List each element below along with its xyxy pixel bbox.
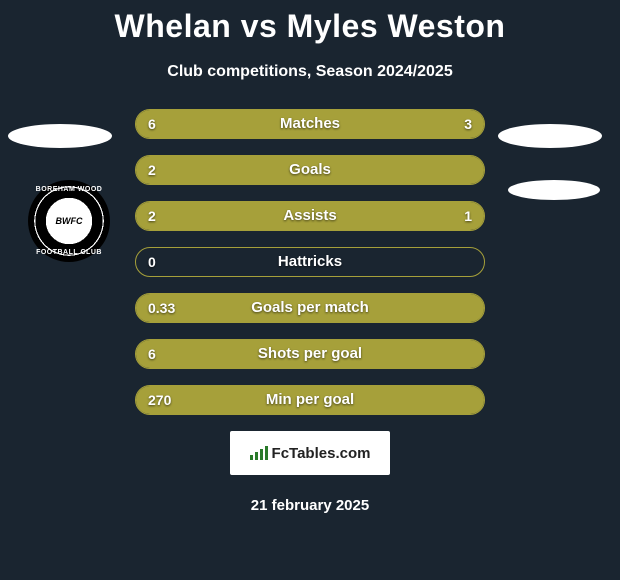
club-crest-left: BOREHAM WOOD BWFC FOOTBALL CLUB (28, 180, 110, 262)
stat-row: 0Hattricks (135, 247, 485, 277)
crest-center-text: BWFC (53, 205, 85, 237)
stat-label: Matches (136, 110, 484, 138)
player-placeholder-right (498, 124, 602, 148)
crest-top-text: BOREHAM WOOD (28, 186, 110, 193)
stat-row: 270Min per goal (135, 385, 485, 415)
stat-row: 6Shots per goal (135, 339, 485, 369)
stat-row: 2Goals (135, 155, 485, 185)
stat-label: Goals (136, 156, 484, 184)
stat-label: Hattricks (136, 248, 484, 276)
crest-bottom-text: FOOTBALL CLUB (28, 249, 110, 256)
stat-row: 63Matches (135, 109, 485, 139)
stat-label: Assists (136, 202, 484, 230)
stat-label: Shots per goal (136, 340, 484, 368)
player-placeholder-right (508, 180, 600, 200)
page-title: Whelan vs Myles Weston (0, 0, 620, 45)
stat-label: Min per goal (136, 386, 484, 414)
player-placeholder-left (8, 124, 112, 148)
stat-row: 21Assists (135, 201, 485, 231)
subtitle: Club competitions, Season 2024/2025 (0, 63, 620, 81)
comparison-bars: 63Matches 2Goals 21Assists 0Hattricks 0.33Go… (135, 109, 485, 415)
stat-label: Goals per match (136, 294, 484, 322)
bar-chart-icon (250, 446, 268, 460)
fctables-logo: FcTables.com (230, 431, 390, 475)
logo-text: FcTables.com (272, 445, 371, 462)
footer-date: 21 february 2025 (0, 497, 620, 514)
stat-row: 0.33Goals per match (135, 293, 485, 323)
